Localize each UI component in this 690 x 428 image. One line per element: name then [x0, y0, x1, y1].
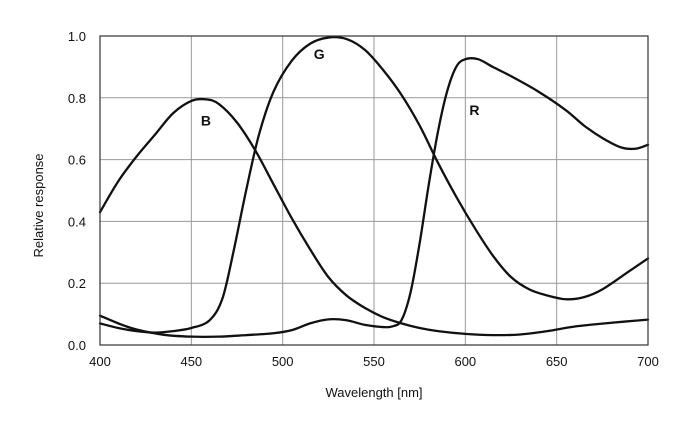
- series-line-b: [98, 97, 650, 337]
- y-tick-labels: 0.0 0.2 0.4 0.6 0.8 1.0: [68, 29, 86, 353]
- y-tick-label-1: 1.0: [68, 29, 86, 44]
- x-tick-labels: 400 450 500 550 600 650 700: [89, 354, 659, 369]
- y-tick-label-0: 0.0: [68, 338, 86, 353]
- x-tick-label-600: 600: [454, 354, 476, 369]
- y-tick-label-0.6: 0.6: [68, 153, 86, 168]
- series-label-g: G: [314, 46, 325, 62]
- series-labels: B G R: [201, 46, 480, 128]
- series-line-g: [98, 36, 650, 334]
- x-tick-label-500: 500: [272, 354, 294, 369]
- y-tick-label-0.8: 0.8: [68, 91, 86, 106]
- grid: [100, 36, 648, 345]
- series-label-b: B: [201, 113, 211, 129]
- x-tick-label-550: 550: [363, 354, 385, 369]
- x-tick-label-400: 400: [89, 354, 111, 369]
- series-label-r: R: [469, 102, 479, 118]
- x-tick-label-450: 450: [180, 354, 202, 369]
- plot-frame: [99, 35, 649, 346]
- y-tick-label-0.4: 0.4: [68, 214, 86, 229]
- x-tick-label-700: 700: [637, 354, 659, 369]
- series-group: [98, 36, 650, 339]
- y-tick-label-0.2: 0.2: [68, 276, 86, 291]
- x-axis-title: Wavelength [nm]: [325, 385, 422, 400]
- series-line-r: [98, 57, 650, 339]
- x-tick-label-650: 650: [546, 354, 568, 369]
- y-axis-title: Relative response: [31, 153, 46, 257]
